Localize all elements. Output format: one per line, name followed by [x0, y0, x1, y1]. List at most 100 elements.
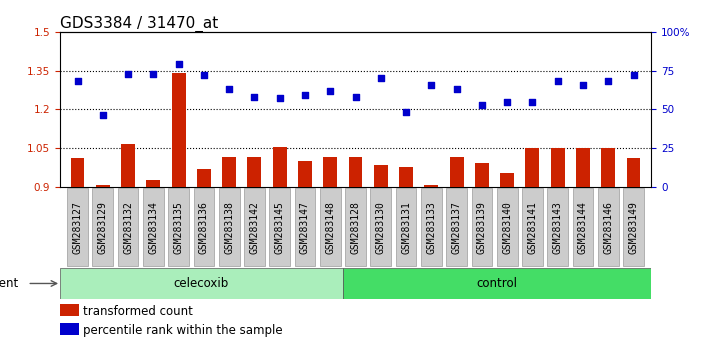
Bar: [343, 268, 651, 299]
FancyBboxPatch shape: [194, 188, 214, 266]
Text: GSM283144: GSM283144: [578, 201, 588, 254]
FancyBboxPatch shape: [472, 188, 492, 266]
FancyBboxPatch shape: [244, 188, 265, 266]
FancyBboxPatch shape: [547, 188, 568, 266]
Bar: [197, 169, 210, 187]
Bar: [96, 185, 110, 187]
Point: [173, 62, 184, 67]
Text: GSM283142: GSM283142: [249, 201, 260, 254]
Point: [274, 96, 285, 101]
Point: [122, 71, 134, 76]
Point: [552, 79, 563, 84]
Bar: [551, 148, 565, 187]
Bar: [348, 157, 363, 187]
Text: GSM283146: GSM283146: [603, 201, 613, 254]
Text: GSM283134: GSM283134: [149, 201, 158, 254]
Point: [401, 109, 412, 115]
Point: [97, 113, 108, 118]
FancyBboxPatch shape: [497, 188, 517, 266]
Bar: [298, 161, 312, 187]
FancyBboxPatch shape: [294, 188, 315, 266]
Point: [451, 86, 463, 92]
FancyBboxPatch shape: [270, 188, 290, 266]
Text: GDS3384 / 31470_at: GDS3384 / 31470_at: [60, 16, 218, 32]
Text: GSM283132: GSM283132: [123, 201, 133, 254]
FancyBboxPatch shape: [396, 188, 417, 266]
Bar: [146, 180, 161, 187]
Bar: [399, 167, 413, 187]
Point: [375, 75, 386, 81]
Text: agent: agent: [0, 277, 18, 290]
Text: percentile rank within the sample: percentile rank within the sample: [83, 325, 282, 337]
Text: GSM283131: GSM283131: [401, 201, 411, 254]
Text: GSM283141: GSM283141: [527, 201, 537, 254]
Text: GSM283138: GSM283138: [224, 201, 234, 254]
Bar: [60, 268, 343, 299]
Point: [224, 86, 235, 92]
FancyBboxPatch shape: [67, 188, 88, 266]
Point: [603, 79, 614, 84]
Text: GSM283140: GSM283140: [502, 201, 512, 254]
Text: GSM283147: GSM283147: [300, 201, 310, 254]
Point: [325, 88, 336, 93]
Point: [299, 92, 310, 98]
Bar: [60, 323, 80, 336]
Text: GSM283129: GSM283129: [98, 201, 108, 254]
Text: GSM283130: GSM283130: [376, 201, 386, 254]
Bar: [323, 157, 337, 187]
FancyBboxPatch shape: [219, 188, 239, 266]
FancyBboxPatch shape: [572, 188, 593, 266]
Point: [426, 82, 437, 87]
Point: [628, 72, 639, 78]
Text: transformed count: transformed count: [83, 305, 193, 318]
Text: GSM283148: GSM283148: [325, 201, 335, 254]
FancyBboxPatch shape: [370, 188, 391, 266]
Text: GSM283128: GSM283128: [351, 201, 360, 254]
FancyBboxPatch shape: [168, 188, 189, 266]
Point: [527, 99, 538, 104]
Bar: [627, 158, 641, 187]
Text: GSM283135: GSM283135: [174, 201, 184, 254]
Bar: [576, 148, 590, 187]
Text: celecoxib: celecoxib: [174, 277, 229, 290]
Text: GSM283145: GSM283145: [275, 201, 284, 254]
FancyBboxPatch shape: [92, 188, 113, 266]
Point: [148, 71, 159, 76]
Bar: [70, 158, 84, 187]
FancyBboxPatch shape: [421, 188, 441, 266]
FancyBboxPatch shape: [345, 188, 366, 266]
Bar: [425, 185, 439, 187]
Bar: [450, 157, 463, 187]
Point: [350, 94, 361, 100]
FancyBboxPatch shape: [446, 188, 467, 266]
Bar: [475, 164, 489, 187]
Point: [249, 94, 260, 100]
Bar: [374, 165, 388, 187]
Bar: [525, 148, 539, 187]
Bar: [121, 144, 135, 187]
Text: GSM283143: GSM283143: [553, 201, 562, 254]
Bar: [501, 172, 514, 187]
Text: GSM283127: GSM283127: [73, 201, 82, 254]
Bar: [60, 304, 80, 316]
Bar: [248, 157, 261, 187]
Text: GSM283139: GSM283139: [477, 201, 487, 254]
FancyBboxPatch shape: [143, 188, 164, 266]
Text: GSM283149: GSM283149: [629, 201, 639, 254]
Bar: [172, 73, 186, 187]
Text: GSM283133: GSM283133: [427, 201, 436, 254]
Text: control: control: [477, 277, 517, 290]
Point: [501, 99, 513, 104]
Point: [476, 102, 487, 108]
Bar: [222, 157, 236, 187]
Point: [577, 82, 589, 87]
FancyBboxPatch shape: [598, 188, 619, 266]
FancyBboxPatch shape: [118, 188, 139, 266]
Bar: [601, 148, 615, 187]
Point: [199, 72, 210, 78]
Text: GSM283136: GSM283136: [199, 201, 209, 254]
Point: [72, 79, 83, 84]
Bar: [272, 147, 287, 187]
FancyBboxPatch shape: [320, 188, 341, 266]
FancyBboxPatch shape: [623, 188, 644, 266]
